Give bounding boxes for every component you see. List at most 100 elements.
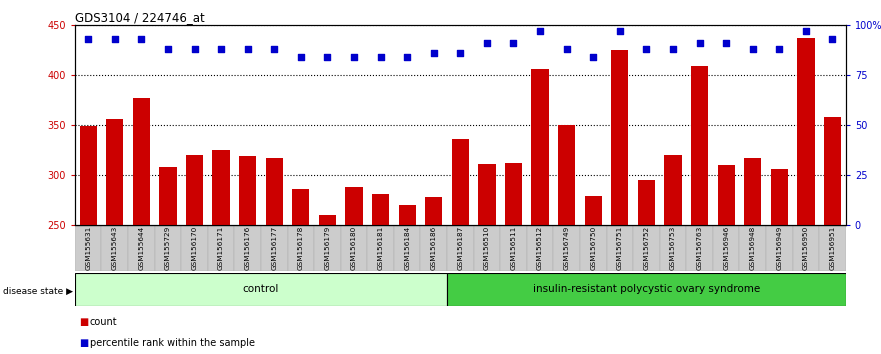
Bar — [372, 194, 389, 225]
Bar — [606, 225, 633, 271]
Text: GSM155631: GSM155631 — [85, 226, 91, 270]
Text: GSM156751: GSM156751 — [617, 226, 623, 270]
Bar — [713, 225, 739, 271]
Text: GSM156949: GSM156949 — [776, 226, 782, 270]
Text: ■: ■ — [79, 317, 88, 327]
Bar — [558, 125, 575, 225]
Text: GSM155729: GSM155729 — [165, 226, 171, 270]
Text: GSM156186: GSM156186 — [431, 226, 437, 270]
Text: GSM156946: GSM156946 — [723, 226, 729, 270]
Text: GSM156177: GSM156177 — [271, 226, 278, 270]
Text: GSM156178: GSM156178 — [298, 226, 304, 270]
Point — [134, 36, 148, 42]
Point — [321, 54, 335, 59]
Text: GSM156170: GSM156170 — [191, 226, 197, 270]
Point — [214, 46, 228, 52]
Bar — [101, 225, 128, 271]
Point — [426, 50, 440, 56]
Point — [347, 54, 361, 59]
Text: disease state ▶: disease state ▶ — [3, 286, 72, 296]
Bar — [744, 158, 761, 225]
Text: GSM156951: GSM156951 — [830, 226, 835, 270]
Bar — [505, 163, 522, 225]
Bar — [611, 50, 628, 225]
Point — [161, 46, 175, 52]
Point — [293, 54, 307, 59]
Point — [613, 28, 627, 34]
Bar — [287, 225, 315, 271]
Text: percentile rank within the sample: percentile rank within the sample — [90, 338, 255, 348]
Text: GSM156511: GSM156511 — [510, 226, 516, 270]
Text: insulin-resistant polycystic ovary syndrome: insulin-resistant polycystic ovary syndr… — [533, 284, 760, 295]
Bar — [261, 225, 287, 271]
Bar — [500, 225, 527, 271]
Text: GSM156950: GSM156950 — [803, 226, 809, 270]
Bar — [398, 205, 416, 225]
Text: GSM155644: GSM155644 — [138, 226, 144, 270]
Point — [559, 46, 574, 52]
Bar — [717, 165, 735, 225]
Bar — [686, 225, 713, 271]
Bar — [531, 69, 549, 225]
Text: GSM156181: GSM156181 — [378, 226, 383, 270]
Point — [267, 46, 281, 52]
Bar — [159, 167, 176, 225]
Text: control: control — [243, 284, 279, 295]
Text: GSM156749: GSM156749 — [564, 226, 570, 270]
Point — [241, 46, 255, 52]
Bar — [75, 225, 101, 271]
Bar — [474, 225, 500, 271]
Bar — [212, 150, 230, 225]
Text: GSM156187: GSM156187 — [457, 226, 463, 270]
Bar — [824, 117, 841, 225]
Bar — [128, 225, 155, 271]
Bar — [315, 225, 341, 271]
Point — [666, 46, 680, 52]
Bar — [585, 196, 602, 225]
Point — [188, 46, 202, 52]
Bar — [420, 225, 447, 271]
Text: GSM155643: GSM155643 — [112, 226, 118, 270]
Point — [745, 46, 759, 52]
Bar — [660, 225, 686, 271]
Text: GSM156184: GSM156184 — [404, 226, 411, 270]
Point — [480, 40, 494, 46]
Bar — [155, 225, 181, 271]
Point — [507, 40, 521, 46]
Text: GSM156171: GSM156171 — [218, 226, 224, 270]
Bar — [766, 225, 793, 271]
Bar — [319, 215, 336, 225]
Bar — [553, 225, 580, 271]
Text: GSM156179: GSM156179 — [324, 226, 330, 270]
Bar — [638, 180, 655, 225]
Bar — [106, 119, 123, 225]
Text: GSM156753: GSM156753 — [670, 226, 676, 270]
Bar — [793, 225, 819, 271]
Bar — [133, 98, 150, 225]
Bar — [633, 225, 660, 271]
Point — [719, 40, 733, 46]
Point — [692, 40, 707, 46]
Bar — [452, 139, 469, 225]
Point — [586, 54, 600, 59]
Bar — [394, 225, 420, 271]
Bar — [478, 164, 495, 225]
Text: GSM156512: GSM156512 — [537, 226, 543, 270]
Bar — [292, 189, 309, 225]
Bar — [819, 225, 846, 271]
Point — [533, 28, 547, 34]
Bar — [691, 66, 708, 225]
Bar — [527, 225, 553, 271]
Text: GSM156180: GSM156180 — [351, 226, 357, 270]
Bar — [181, 225, 208, 271]
Bar — [79, 126, 97, 225]
Point — [454, 50, 468, 56]
Text: GSM156763: GSM156763 — [697, 226, 702, 270]
Point — [107, 36, 122, 42]
Bar — [234, 225, 261, 271]
Bar — [186, 155, 204, 225]
Point — [374, 54, 388, 59]
Bar — [239, 156, 256, 225]
Bar — [265, 158, 283, 225]
Text: GSM156752: GSM156752 — [643, 226, 649, 270]
